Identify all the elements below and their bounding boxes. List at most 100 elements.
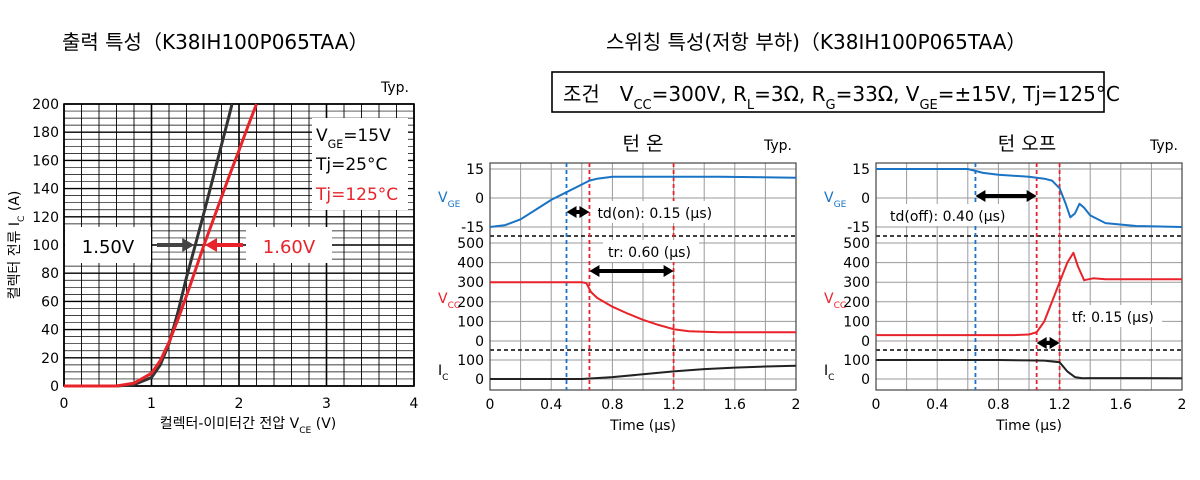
turnoff-vge-tick: 15 xyxy=(852,162,870,178)
output-annot-black-text: 1.50V xyxy=(82,237,135,258)
output-x-tick-label: 1 xyxy=(147,396,156,412)
turnon-vcc-tick: 100 xyxy=(457,314,484,330)
turnon-vcc-tick: 200 xyxy=(457,295,484,311)
turnon-curve-ic xyxy=(490,364,797,380)
output-annot-box-red xyxy=(246,227,332,263)
conditions-box xyxy=(551,71,1105,113)
output-annot-box-black xyxy=(65,227,151,263)
output-y-tick-label: 200 xyxy=(32,97,59,113)
turnoff-x-tick: 1.6 xyxy=(1110,397,1132,413)
output-legend-tj125: Tj=125°C xyxy=(315,185,398,205)
turnoff-x-tick: 2 xyxy=(1178,397,1187,413)
turnon-curve-vge xyxy=(489,175,797,228)
turnon-vge-tick: -15 xyxy=(461,220,484,236)
output-annot-red-text: 1.60V xyxy=(263,237,316,258)
turnon-x-axis-label: Time (μs) xyxy=(609,418,676,434)
turnoff-tf-arrow-head-left xyxy=(1036,337,1047,349)
turnoff-title: 턴 오프 xyxy=(998,133,1056,155)
conditions-text: 조건 VCC=300V, RL=3Ω, RG=33Ω, VGE=±15V, Tj… xyxy=(563,82,1120,113)
turnoff-vcc-tick: 400 xyxy=(843,256,870,272)
output-curve-25c xyxy=(64,103,234,388)
turnoff-label-vcc: VCC xyxy=(824,291,846,311)
turnon-x-tick: 2 xyxy=(792,397,801,413)
turnoff-frame xyxy=(875,162,1183,391)
output-legend-vge: VGE=15V xyxy=(316,126,391,151)
turnon-x-tick: 0 xyxy=(486,397,495,413)
output-y-tick-label: 140 xyxy=(32,182,59,198)
turnoff-vge-tick: -15 xyxy=(847,220,870,236)
turnoff-td-arrow-head-left xyxy=(975,190,986,202)
turnon-vge-tick: 0 xyxy=(475,191,484,207)
turnon-vcc-tick: 300 xyxy=(457,275,484,291)
output-x-tick-label: 2 xyxy=(235,396,244,412)
turnoff-tf-label-bg xyxy=(1068,305,1162,327)
output-legend-tj25: Tj=25°C xyxy=(315,155,387,175)
turnoff-x-tick: 0.8 xyxy=(987,397,1009,413)
output-y-tick-label: 180 xyxy=(32,125,59,141)
turnoff-label-ic: IC xyxy=(824,363,835,383)
turnon-tr-label-bg xyxy=(603,240,699,262)
output-arrow-black-head xyxy=(182,238,195,252)
output-y-tick-label: 0 xyxy=(50,379,59,395)
turnoff-tf-label: tf: 0.15 (μs) xyxy=(1072,310,1154,326)
turnoff-vcc-tick: 0 xyxy=(861,334,870,350)
turnoff-td-label-bg xyxy=(886,204,1018,226)
turnoff-vge-tick: 0 xyxy=(861,191,870,207)
turnoff-x-tick: 1.2 xyxy=(1048,397,1070,413)
turnon-x-tick: 0.8 xyxy=(601,397,623,413)
output-y-tick-label: 60 xyxy=(41,294,59,310)
turnon-td-arrow-head-left xyxy=(566,206,577,218)
output-y-tick-label: 160 xyxy=(32,153,59,169)
output-y-tick-label: 120 xyxy=(32,210,59,226)
turnon-x-tick: 1.6 xyxy=(724,397,746,413)
turnoff-curve-vcc xyxy=(876,251,1182,337)
turnon-x-tick: 0.4 xyxy=(540,397,562,413)
turnon-frame xyxy=(489,162,797,391)
output-y-tick-label: 40 xyxy=(41,323,59,339)
output-typ-label: Typ. xyxy=(380,80,409,96)
turnoff-ic-tick: 0 xyxy=(861,372,870,388)
turnoff-vcc-tick: 100 xyxy=(843,314,870,330)
turnoff-x-axis-label: Time (μs) xyxy=(995,418,1062,434)
turnon-vcc-tick: 0 xyxy=(475,334,484,350)
output-chart-title: 출력 특성（K38IH100P065TAA） xyxy=(62,30,369,54)
turnon-td-label: td(on): 0.15 (μs) xyxy=(597,206,712,222)
output-x-tick-label: 0 xyxy=(60,396,69,412)
turnon-label-vge: VGE xyxy=(438,190,461,210)
output-plot-frame xyxy=(63,103,415,387)
output-x-tick-label: 4 xyxy=(410,396,419,412)
output-arrow-red-head xyxy=(205,238,217,252)
turnon-ic-tick: 100 xyxy=(457,353,484,369)
turnoff-td-arrow-head-right xyxy=(1026,190,1037,202)
turnon-td-arrow-head-right xyxy=(579,206,590,218)
switching-chart-title: 스위칭 특성(저항 부하)（K38IH100P065TAA） xyxy=(606,30,1027,54)
turnoff-vcc-tick: 500 xyxy=(843,236,870,252)
output-x-axis-label: 컬렉터-이미터간 전압 VCE (V) xyxy=(160,416,337,436)
turnoff-td-label: td(off): 0.40 (μs) xyxy=(890,209,1005,225)
turnon-tr-arrow-head-left xyxy=(589,265,600,277)
turnon-ic-tick: 0 xyxy=(475,372,484,388)
output-y-tick-label: 20 xyxy=(41,351,59,367)
turnon-td-label-bg xyxy=(592,201,733,223)
turnon-vcc-tick: 400 xyxy=(457,256,484,272)
output-curve-125c xyxy=(64,103,258,388)
turnon-tr-arrow-head-right xyxy=(663,265,674,277)
output-legend-box xyxy=(312,118,408,210)
turnoff-ic-tick: 100 xyxy=(843,353,870,369)
output-x-tick-label: 3 xyxy=(322,396,331,412)
output-y-tick-label: 100 xyxy=(32,238,59,254)
turnon-title: 턴 온 xyxy=(623,133,664,155)
turnon-curve-vcc xyxy=(490,281,796,334)
turnon-label-vcc: VCC xyxy=(438,291,460,311)
turnoff-curve-ic xyxy=(876,359,1183,380)
turnon-label-ic: IC xyxy=(438,363,449,383)
turnoff-vcc-tick: 200 xyxy=(843,295,870,311)
output-y-tick-label: 80 xyxy=(41,266,59,282)
turnon-x-tick: 1.2 xyxy=(662,397,684,413)
turnoff-curve-vge xyxy=(876,168,1183,228)
turnoff-typ-label: Typ. xyxy=(1149,138,1178,154)
turnon-typ-label: Typ. xyxy=(763,138,792,154)
turnon-vge-tick: 15 xyxy=(466,162,484,178)
turnoff-vcc-tick: 300 xyxy=(843,275,870,291)
